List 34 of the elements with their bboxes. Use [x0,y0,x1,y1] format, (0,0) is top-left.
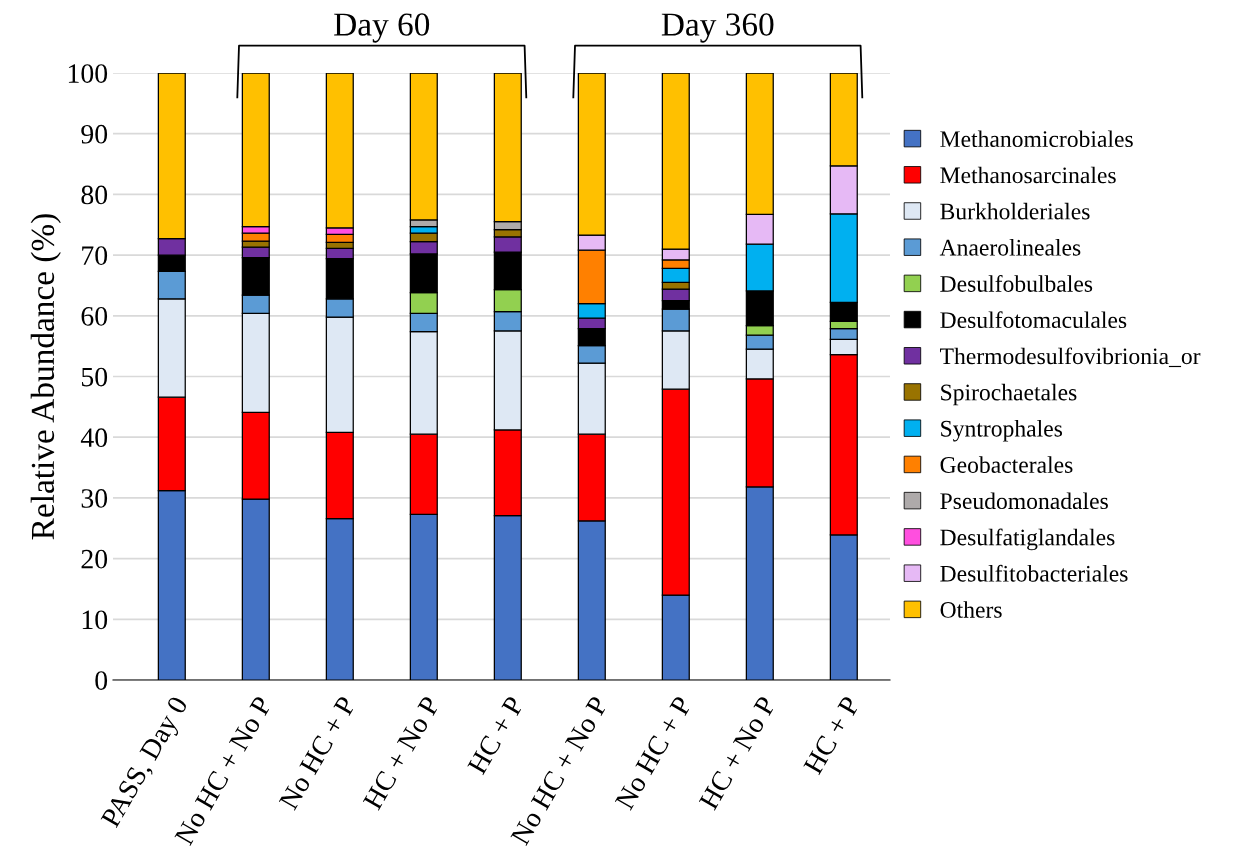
y-tick-label: 40 [80,428,108,448]
x-tick-label: HC + No P [362,695,441,811]
x-tick-label: No HC + P [614,695,693,811]
legend-label: Desulfotomaculales [940,311,1127,329]
legend-label: Methanosarcinales [940,166,1116,184]
legend-label: Syntrophales [941,420,1063,442]
y-tick-label: 90 [81,124,108,144]
legend-label: Methanomicrobiales [940,130,1133,148]
x-tick-label: No HC + P [278,695,357,811]
y-tick-label: 30 [81,489,108,508]
legend-label: Thermodesulfovibrionia_or [940,347,1201,368]
legend-label: Others [940,601,1002,618]
legend-label: Desulfitobacteriales [940,564,1128,582]
legend-label: Pseudomonadales [940,492,1108,510]
x-tick-label: HC + No P [698,695,777,811]
legend-label: Geobacterales [940,456,1073,473]
legend-label: Burkholderiales [940,202,1090,220]
y-axis-title: Relative Abundance (%) [30,214,61,540]
y-tick-label: 80 [81,185,108,205]
y-tick-label: 0 [95,671,108,690]
x-tick-label: HC + P [803,695,861,776]
text: Day 360 [661,13,774,43]
y-tick-label: 70 [82,246,108,266]
y-tick-label: 50 [81,367,108,387]
legend-label: Desulfobulbales [940,275,1093,292]
y-tick-label: 100 [68,64,108,83]
y-tick-label: 20 [81,549,108,569]
legend-label: Spirochaetales [941,383,1077,406]
text: Day 60 [334,13,430,43]
y-tick-label: 10 [82,610,108,630]
y-tick-label: 60 [81,306,108,326]
legend-label: Anaerolineales [939,239,1081,256]
x-tick-label: HC + P [467,695,525,776]
legend-label: Desulfatiglandales [940,528,1115,551]
